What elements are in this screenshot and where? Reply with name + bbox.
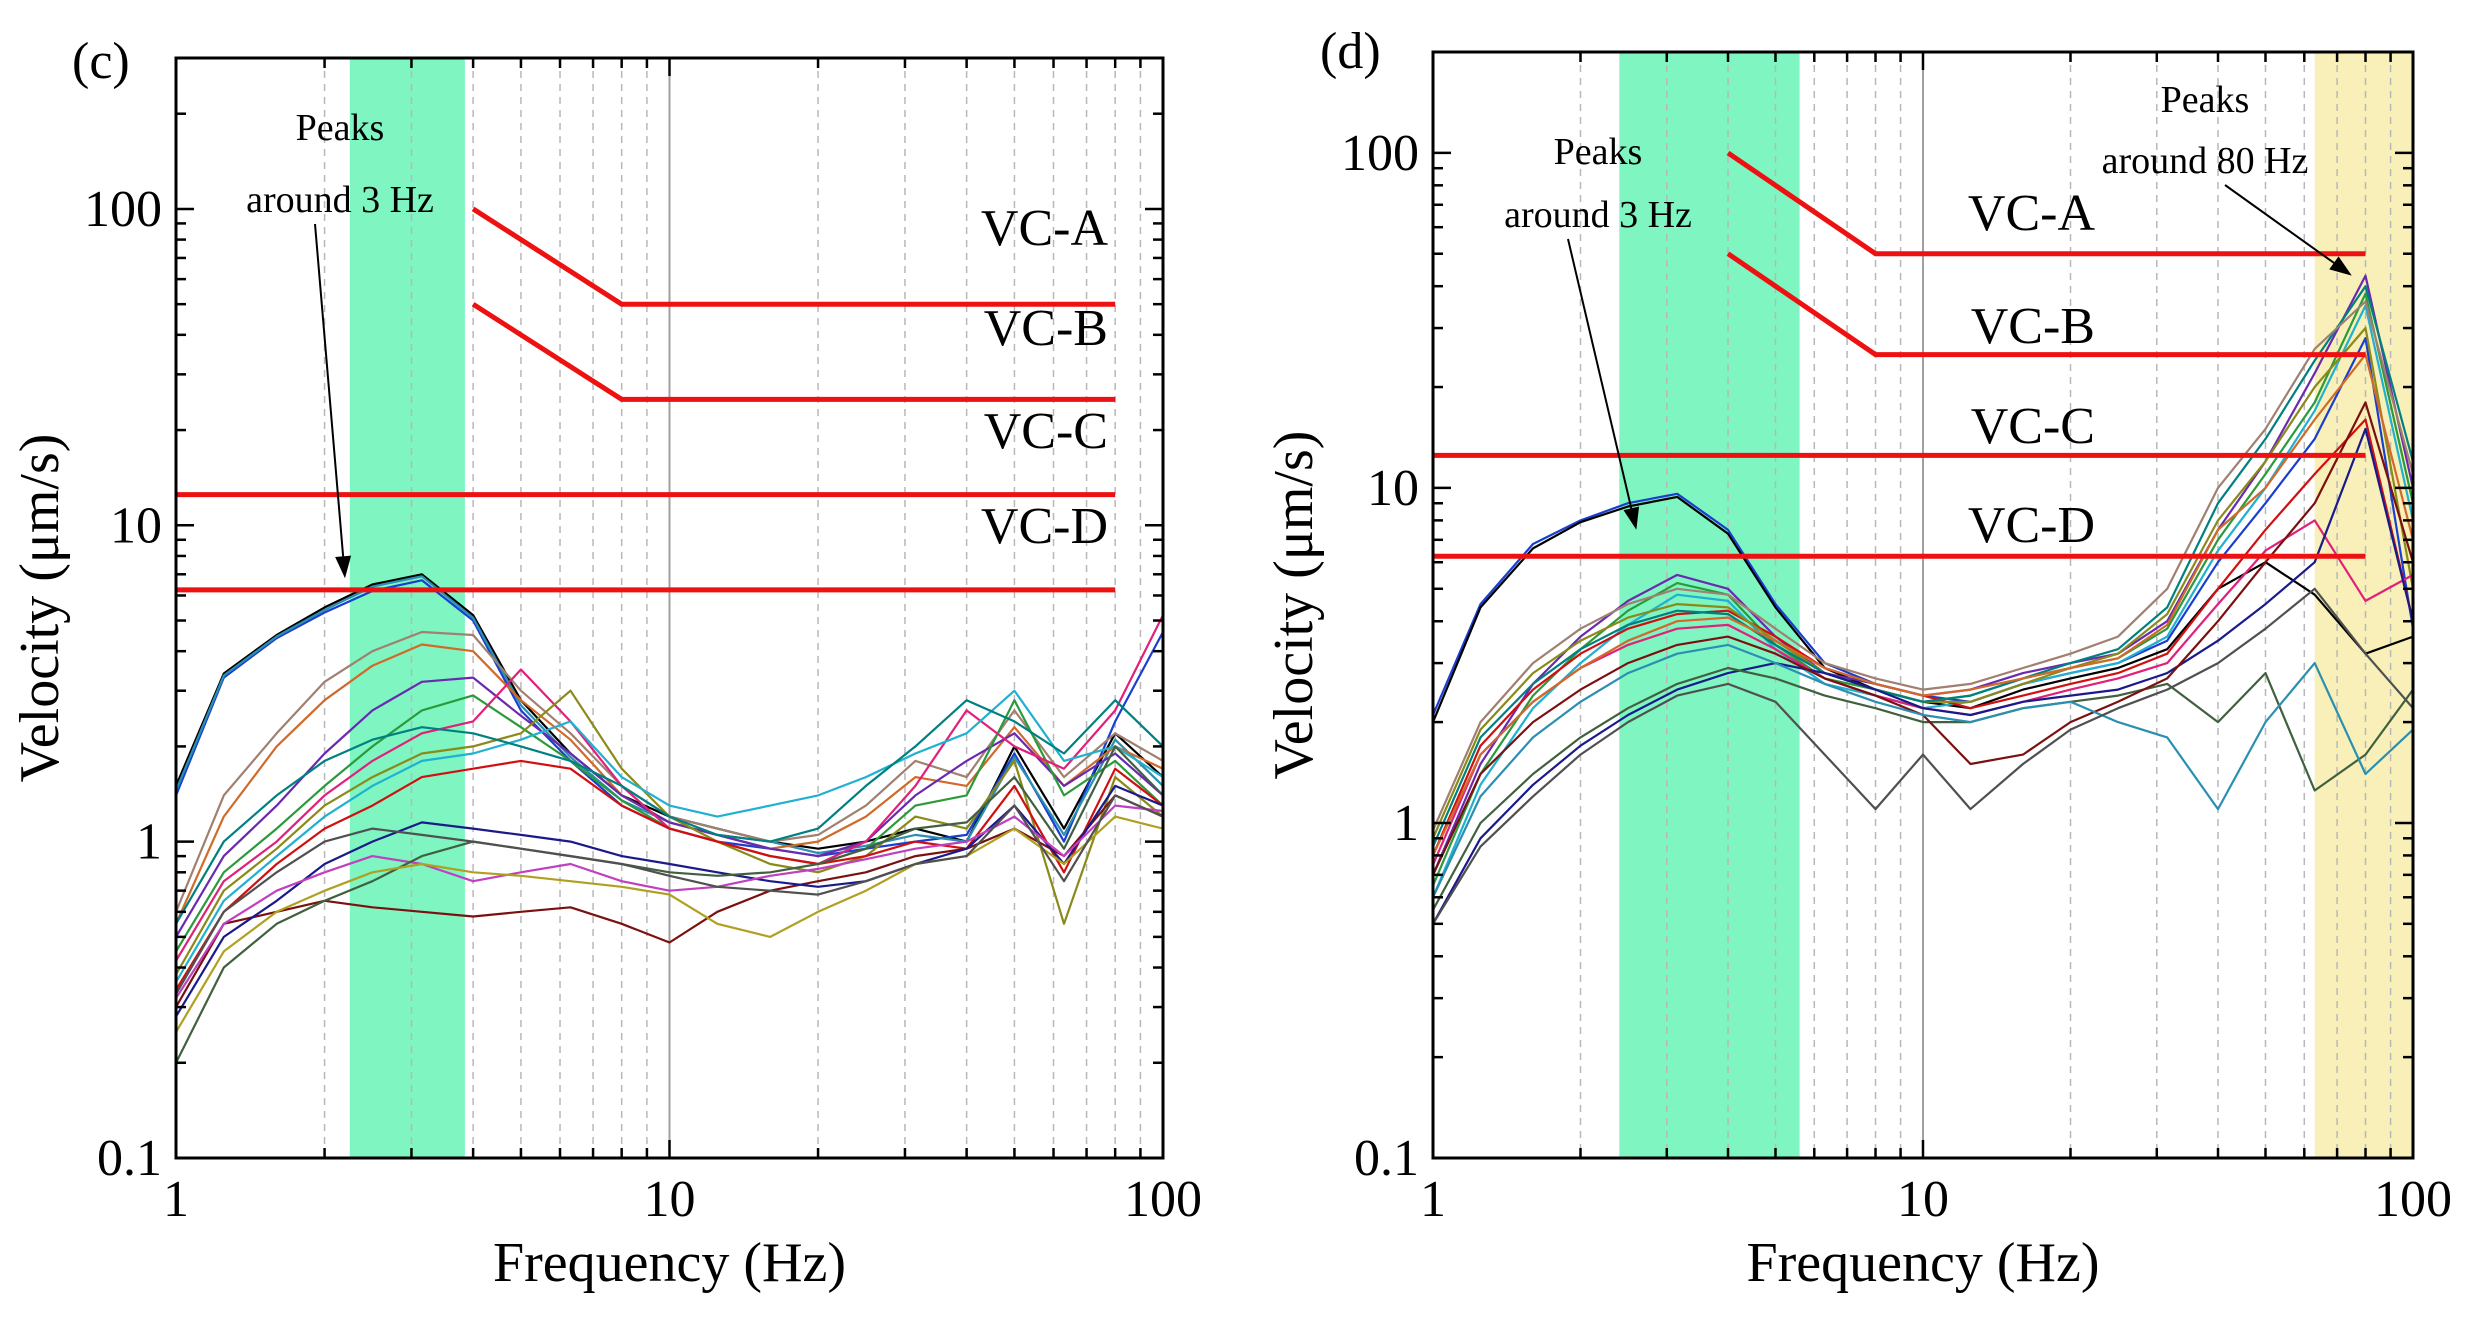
y-tick-label: 100	[84, 181, 162, 238]
data-series-line	[176, 759, 1163, 991]
series-group	[1433, 274, 2413, 925]
annotation-arrow-head	[1623, 506, 1640, 530]
vc-criterion-label: VC-D	[981, 498, 1108, 555]
y-tick-label: 0.1	[97, 1130, 162, 1187]
x-tick-label: 10	[644, 1171, 696, 1228]
vc-criterion-label: VC-B	[984, 300, 1108, 357]
annotation-text-line2: around 80 Hz	[2102, 140, 2309, 182]
y-axis-label: Velocity (μm/s)	[1263, 431, 1325, 780]
highlight-band	[349, 58, 465, 1158]
data-series-line	[1433, 427, 2413, 925]
annotation-arrow-shaft	[1567, 238, 1633, 509]
y-tick-label: 1	[1393, 795, 1419, 852]
chart-panel-c: VC-A VC-B VC-C VC-D Peaks around 3 Hz 1 10 100 0.…	[9, 33, 1202, 1294]
x-tick-label: 100	[2374, 1171, 2452, 1228]
x-tick-label: 1	[163, 1171, 189, 1228]
chart-panel-d: VC-A VC-B VC-C VC-D Peaks around 3 Hz Peaks aro…	[1263, 23, 2452, 1294]
data-series-line	[176, 676, 1163, 938]
x-axis-label: Frequency (Hz)	[1747, 1232, 2100, 1294]
y-tick-label: 100	[1341, 125, 1419, 182]
x-tick-label: 100	[1124, 1171, 1202, 1228]
series-group	[176, 573, 1163, 1064]
annotation-text-line1: Peaks	[296, 107, 385, 149]
x-axis-label: Frequency (Hz)	[493, 1232, 846, 1294]
data-series-line	[176, 689, 1163, 983]
y-tick-label: 10	[110, 497, 162, 554]
data-series-line	[1433, 587, 2413, 925]
vc-criterion-line	[471, 206, 1116, 307]
vc-criterion-label: VC-A	[1968, 185, 2096, 242]
highlight-band	[2314, 52, 2413, 1158]
y-tick-label: 10	[1367, 460, 1419, 517]
annotation-text-line2: around 3 Hz	[246, 179, 434, 221]
data-series-line	[176, 784, 1163, 1018]
vc-criterion-label: VC-D	[1968, 497, 2095, 554]
annotation-arrow-head	[2329, 256, 2352, 276]
annotation-text-line2: around 3 Hz	[1504, 194, 1692, 236]
annotation-text-line1: Peaks	[2161, 79, 2250, 121]
data-series-line	[176, 794, 1163, 995]
highlight-band	[1619, 52, 1800, 1158]
vc-criterion-line	[1726, 251, 2366, 358]
data-series-line	[176, 815, 1163, 1033]
y-axis-label: Velocity (μm/s)	[9, 434, 71, 783]
data-series-line	[176, 794, 1163, 1008]
panel-label: (c)	[72, 33, 130, 90]
x-tick-label: 1	[1420, 1171, 1446, 1228]
panel-label: (d)	[1320, 23, 1381, 80]
vc-criterion-label: VC-A	[981, 200, 1109, 257]
annotation-text-line1: Peaks	[1554, 131, 1643, 173]
vc-criterion-line	[471, 302, 1116, 402]
annotation-arrow-head	[335, 555, 352, 579]
x-tick-label: 10	[1897, 1171, 1949, 1228]
vc-criterion-line	[1726, 150, 2366, 257]
data-series-line	[1433, 666, 2413, 911]
annotation-arrow-shaft	[314, 223, 345, 557]
y-tick-label: 1	[136, 814, 162, 871]
vc-criterion-label: VC-B	[1971, 298, 2095, 355]
data-series-line	[1433, 353, 2413, 856]
data-series-line	[176, 699, 1163, 925]
data-series-line	[1433, 643, 2413, 898]
y-tick-label: 0.1	[1354, 1130, 1419, 1187]
data-series-line	[176, 745, 1163, 1064]
vc-criterion-label: VC-C	[1971, 398, 2095, 455]
data-series-line	[1433, 300, 2413, 831]
vc-criterion-label: VC-C	[984, 403, 1108, 460]
annotation-arrow-shaft	[2224, 184, 2335, 264]
data-series-line	[1433, 285, 2413, 848]
data-series-line	[176, 804, 1163, 999]
